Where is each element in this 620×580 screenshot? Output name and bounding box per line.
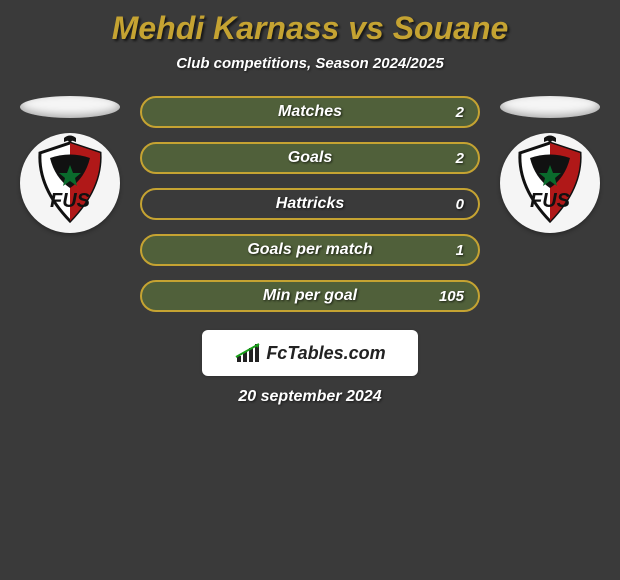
club-badge-left: FUS: [20, 133, 120, 233]
fus-badge-icon: FUS: [500, 133, 600, 233]
stat-label: Hattricks: [276, 195, 344, 213]
stat-right-value: 0: [456, 196, 464, 213]
club-badge-right: FUS: [500, 133, 600, 233]
svg-text:FUS: FUS: [530, 190, 571, 212]
stat-right-value: 105: [439, 288, 464, 305]
stat-row-hattricks: Hattricks 0: [140, 188, 480, 220]
svg-text:FUS: FUS: [50, 190, 91, 212]
main-row: FUS Matches 2 Goals 2 Hattricks 0: [0, 96, 620, 312]
stat-right-value: 1: [456, 242, 464, 259]
player-right-col: FUS: [490, 96, 610, 233]
fus-badge-icon: FUS: [20, 133, 120, 233]
date-label: 20 september 2024: [0, 388, 620, 406]
site-attribution[interactable]: FcTables.com: [202, 330, 418, 376]
comparison-card: Mehdi Karnass vs Souane Club competition…: [0, 0, 620, 406]
stat-row-goals: Goals 2: [140, 142, 480, 174]
stat-label: Goals per match: [247, 241, 372, 259]
stat-label: Matches: [278, 103, 342, 121]
page-title: Mehdi Karnass vs Souane: [0, 10, 620, 47]
stat-right-value: 2: [456, 104, 464, 121]
stat-label: Min per goal: [263, 287, 357, 305]
player-left-placeholder: [20, 96, 120, 118]
chart-icon: [234, 342, 262, 364]
subtitle: Club competitions, Season 2024/2025: [0, 55, 620, 72]
stat-label: Goals: [288, 149, 332, 167]
stat-row-goals-per-match: Goals per match 1: [140, 234, 480, 266]
player-left-col: FUS: [10, 96, 130, 233]
stats-column: Matches 2 Goals 2 Hattricks 0 Goals per …: [140, 96, 480, 312]
site-label: FcTables.com: [266, 343, 385, 364]
stat-row-matches: Matches 2: [140, 96, 480, 128]
player-right-placeholder: [500, 96, 600, 118]
stat-right-value: 2: [456, 150, 464, 167]
stat-row-min-per-goal: Min per goal 105: [140, 280, 480, 312]
